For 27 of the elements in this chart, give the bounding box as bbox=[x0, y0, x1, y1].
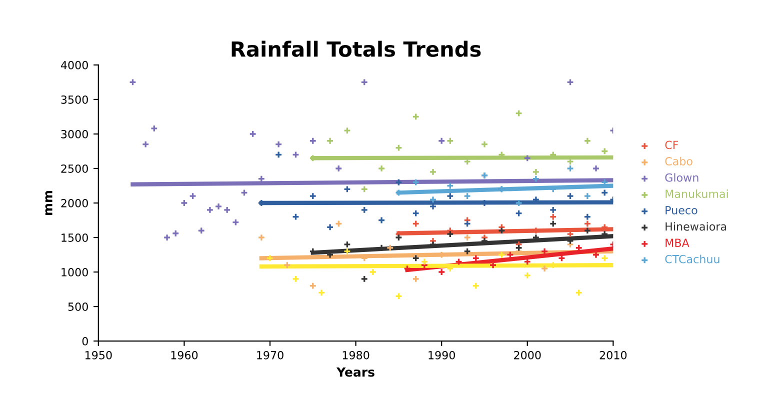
y-tick-label: 2000 bbox=[61, 198, 88, 208]
legend-label: Pueco bbox=[666, 206, 698, 214]
legend-label: MBA bbox=[666, 238, 690, 247]
legend-label: Glown bbox=[665, 173, 698, 182]
chart-title: Rainfall Totals Trends bbox=[232, 40, 481, 57]
x-axis-title: Years bbox=[336, 367, 374, 377]
legend-label: Manukumai bbox=[666, 189, 728, 198]
y-axis-title: mm bbox=[45, 190, 52, 215]
x-tick-label: 1950 bbox=[85, 350, 112, 360]
legend-label: CTCachuu bbox=[665, 254, 720, 264]
x-tick-label: 2010 bbox=[600, 350, 627, 360]
x-tick-label: 1970 bbox=[257, 350, 284, 360]
y-tick-label: 1000 bbox=[62, 268, 88, 276]
legend-label: Hinewaiora bbox=[666, 222, 726, 231]
y-tick-label: 3000 bbox=[61, 130, 88, 138]
legend-label: Cabo bbox=[665, 156, 692, 166]
x-tick-label: 1990 bbox=[428, 350, 455, 360]
y-tick-label: 1500 bbox=[62, 233, 88, 242]
y-tick-label: 3500 bbox=[61, 95, 88, 104]
x-tick-label: 1980 bbox=[342, 350, 370, 360]
y-tick-label: 4000 bbox=[60, 60, 88, 70]
legend-label: CF bbox=[665, 140, 678, 150]
x-tick-label: 1960 bbox=[171, 350, 198, 360]
x-tick-label: 2000 bbox=[514, 350, 541, 360]
y-tick-label: 2500 bbox=[61, 164, 88, 173]
y-tick-label: 0 bbox=[82, 337, 88, 346]
y-tick-label: 500 bbox=[68, 302, 88, 311]
